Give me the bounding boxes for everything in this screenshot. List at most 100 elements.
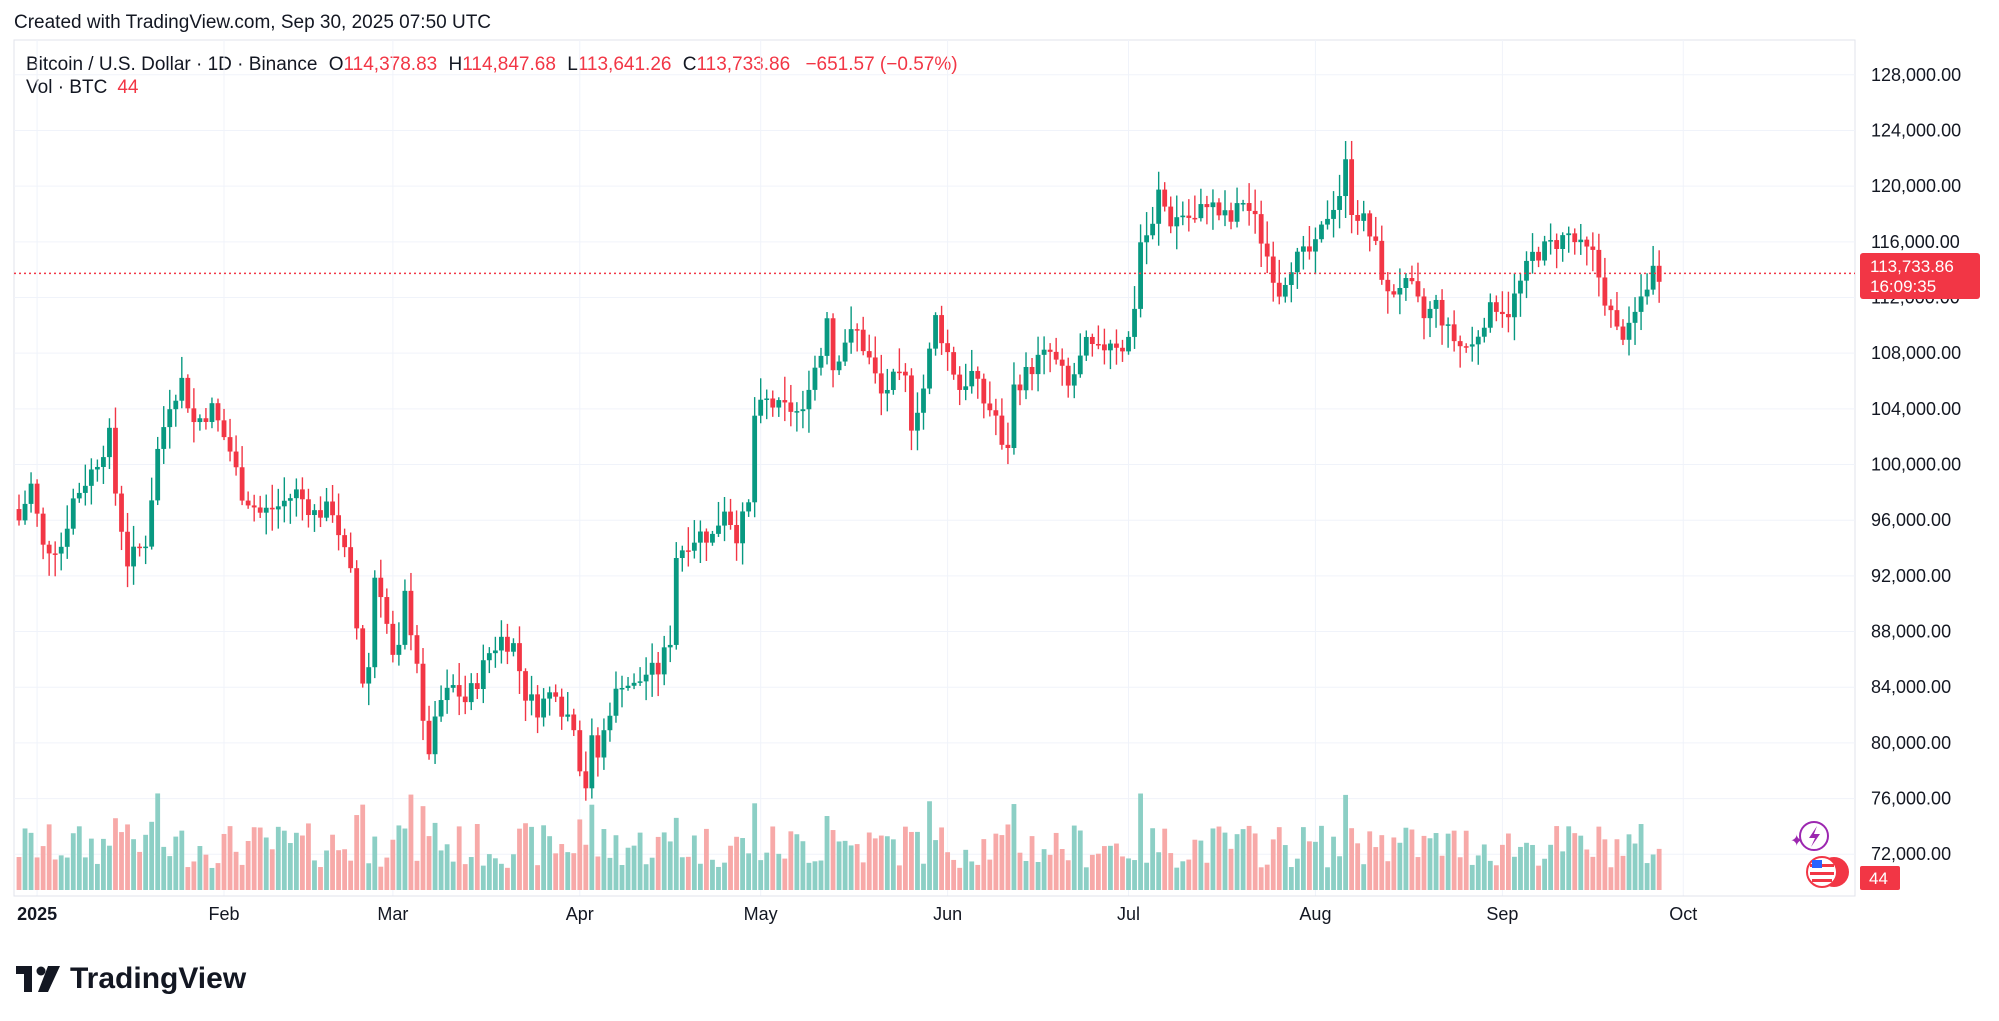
volume-bar — [704, 828, 709, 890]
candle-body — [1234, 203, 1240, 222]
candle-body — [1210, 202, 1216, 208]
time-axis[interactable]: 2025 Feb Mar Apr May Jun Jul Aug Sep Oct — [14, 895, 1855, 924]
last-price-tag-price: 113,733.86 — [1870, 257, 1954, 276]
volume-bar — [456, 826, 462, 890]
candle-body — [896, 371, 902, 374]
volume-bar — [1373, 847, 1379, 890]
volume-bar — [167, 856, 173, 890]
volume-label[interactable]: Vol · BTC — [26, 77, 108, 98]
candle-body — [734, 524, 739, 544]
price-axis[interactable]: 72,000.00 76,000.00 80,000.00 84,000.00 88,0… — [1871, 65, 1961, 864]
y-tick-label: 100,000.00 — [1871, 455, 1961, 475]
volume-bar — [342, 849, 348, 890]
volume-bar — [547, 836, 553, 890]
candle-body — [909, 375, 914, 431]
tradingview-logo[interactable]: TradingView — [16, 962, 246, 996]
candle-body — [402, 590, 408, 645]
volume-bar — [649, 857, 655, 890]
candle-body — [1041, 349, 1047, 355]
volume-bar — [945, 852, 951, 890]
volume-bar — [1162, 828, 1168, 890]
candle-body — [1469, 344, 1475, 347]
candle-body — [155, 448, 161, 501]
volume-bar — [336, 850, 341, 890]
volume-bar — [64, 857, 70, 890]
volume-bar — [824, 816, 830, 890]
us-flag-icon[interactable] — [1806, 856, 1849, 888]
volume-bar — [1632, 843, 1638, 890]
volume-bar — [137, 851, 142, 890]
candle-body — [505, 636, 510, 652]
x-tick-label: Aug — [1299, 904, 1331, 924]
volume-bar — [523, 823, 528, 890]
volume-bar — [396, 825, 402, 890]
volume-bar — [480, 865, 486, 890]
candle-body — [137, 546, 142, 549]
candle-body — [1367, 213, 1373, 237]
volume-bar — [1644, 863, 1650, 890]
candle-body — [1132, 308, 1137, 337]
x-tick-label: Jun — [933, 904, 962, 924]
volume-bar — [52, 859, 58, 890]
candle-body — [1481, 327, 1487, 337]
candle-body — [257, 507, 263, 513]
volume-bar — [1234, 834, 1240, 890]
candle-body — [88, 469, 94, 486]
volume-bar — [215, 863, 221, 890]
volume-bar — [878, 835, 884, 890]
volume-bar — [1095, 853, 1101, 890]
volume-bar — [915, 831, 920, 890]
volume-bar — [1222, 832, 1228, 890]
lightning-event-icon[interactable]: ✦ — [1790, 821, 1829, 851]
candle-body — [1252, 210, 1258, 215]
y-tick-label: 104,000.00 — [1871, 399, 1961, 419]
volume-bar — [426, 836, 432, 890]
candle-body — [1276, 282, 1282, 297]
candle-body — [1300, 246, 1306, 252]
volume-bar — [1126, 858, 1131, 890]
volume-bar — [1210, 828, 1216, 890]
volume-bar — [1415, 857, 1421, 890]
volume-bar — [239, 864, 245, 890]
volume-bar — [1554, 826, 1560, 890]
volume-bar — [324, 850, 329, 890]
volume-bar — [1590, 856, 1596, 890]
volume-bar — [1132, 860, 1137, 890]
candle-body — [800, 409, 806, 412]
candle-body — [951, 352, 957, 375]
candle-body — [1083, 336, 1089, 356]
candle-body — [824, 318, 830, 356]
volume-bar — [70, 833, 76, 890]
candle-body — [1512, 293, 1517, 318]
candle-body — [1578, 239, 1584, 243]
open-value: 114,378.83 — [343, 54, 438, 75]
candle-body — [1337, 196, 1342, 210]
candle-body — [46, 544, 52, 554]
volume-tag-value: 44 — [1869, 869, 1888, 888]
volume-bar — [257, 827, 263, 890]
candle-body — [1626, 322, 1632, 340]
candle-body — [649, 662, 655, 675]
volume-bar — [697, 863, 703, 890]
volume-bar — [884, 836, 890, 890]
candle-body — [1439, 299, 1445, 326]
volume-bar — [269, 849, 275, 890]
volume-bar — [101, 838, 106, 890]
candle-body — [1168, 206, 1174, 227]
volume-bar — [1276, 827, 1282, 890]
symbol-title[interactable]: Bitcoin / U.S. Dollar · 1D · Binance — [26, 54, 318, 75]
volume-bar — [1258, 867, 1264, 890]
candle-body — [571, 714, 577, 731]
candle-body — [643, 674, 649, 682]
candle-body — [348, 547, 354, 569]
candle-body — [239, 467, 245, 501]
volume-bar — [1168, 853, 1174, 890]
candle-body — [1451, 324, 1457, 342]
candle-body — [450, 685, 456, 688]
candle-body — [1108, 343, 1113, 351]
volume-bar — [999, 835, 1005, 890]
volume-bar — [939, 827, 944, 890]
candle-body — [547, 692, 553, 699]
volume-bar — [450, 861, 456, 890]
